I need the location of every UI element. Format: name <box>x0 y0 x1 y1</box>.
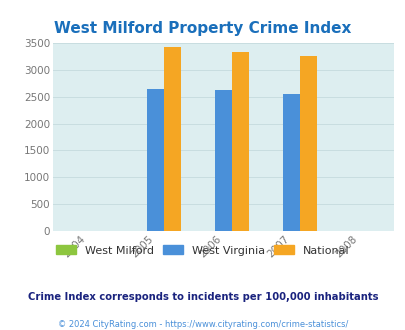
Bar <box>282 94 299 231</box>
Text: © 2024 CityRating.com - https://www.cityrating.com/crime-statistics/: © 2024 CityRating.com - https://www.city… <box>58 320 347 329</box>
Text: Crime Index corresponds to incidents per 100,000 inhabitants: Crime Index corresponds to incidents per… <box>28 292 377 302</box>
Text: West Milford Property Crime Index: West Milford Property Crime Index <box>54 21 351 36</box>
Bar <box>299 56 316 231</box>
Bar <box>231 52 248 231</box>
Legend: West Milford, West Virginia, National: West Milford, West Virginia, National <box>52 241 353 260</box>
Bar <box>146 89 163 231</box>
Bar <box>163 47 180 231</box>
Bar <box>214 90 231 231</box>
